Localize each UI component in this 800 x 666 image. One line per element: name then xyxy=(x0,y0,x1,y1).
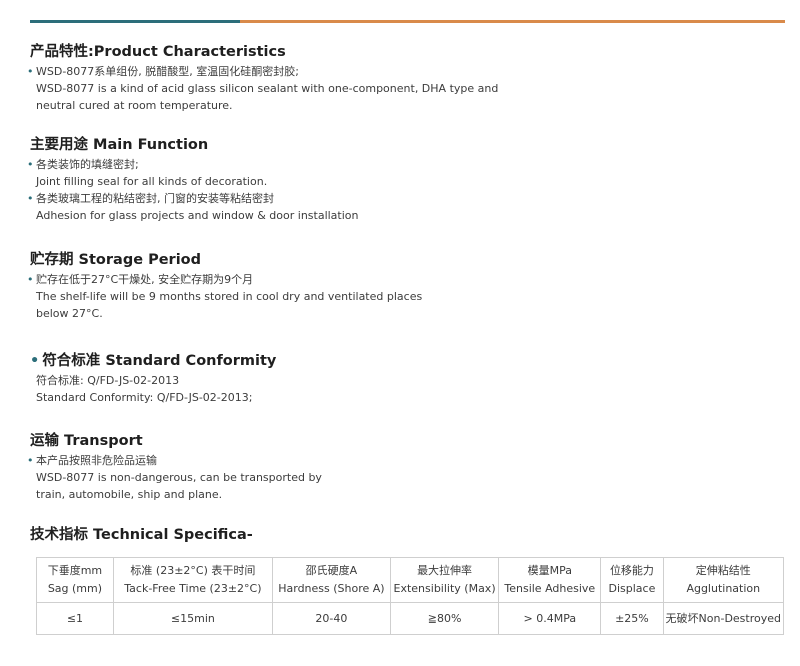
main-function-text-1: 各类装饰的填缝密封; xyxy=(36,158,139,171)
header-tensile: 模量MPa Tensile Adhesive xyxy=(498,557,602,603)
main-function-line-4: Adhesion for glass projects and window &… xyxy=(36,209,359,222)
characteristics-line-3: neutral cured at room temperature. xyxy=(36,99,233,112)
header-sag-cn: 下垂度mm xyxy=(47,564,103,577)
value-sag: ≤1 xyxy=(36,602,114,635)
main-function-text-3: 各类玻璃工程的粘结密封, 门窗的安装等粘结密封 xyxy=(36,192,274,205)
bullet-icon: • xyxy=(27,454,34,467)
header-hardness: 邵氏硬度A Hardness (Shore A) xyxy=(271,557,391,603)
characteristics-line-2: WSD-8077 is a kind of acid glass silicon… xyxy=(36,82,499,95)
storage-line-2: The shelf-life will be 9 months stored i… xyxy=(36,290,423,303)
heading-conformity: • 符合标准 Standard Conformity xyxy=(30,352,550,370)
header-hardness-cn: 邵氏硬度A xyxy=(305,564,358,577)
header-agglutination-cn: 定伸粘结性 xyxy=(695,564,751,577)
storage-text-1: 贮存在低于27°C干燥处, 安全贮存期为9个月 xyxy=(36,273,254,286)
storage-line-3: below 27°C. xyxy=(36,307,103,320)
table-header-row: 下垂度mm Sag (mm) 标准 (23±2°C) 表干时间 Tack-Free … xyxy=(36,557,785,603)
section-main-function: 主要用途 Main Function • 各类装饰的填缝密封; Joint fil… xyxy=(27,136,550,224)
header-sag: 下垂度mm Sag (mm) xyxy=(36,557,114,603)
main-function-line-3: • 各类玻璃工程的粘结密封, 门窗的安装等粘结密封 xyxy=(27,190,550,207)
header-tensile-en: Tensile Adhesive xyxy=(504,582,596,595)
characteristics-line-1: • WSD-8077系单组份, 脱醋酸型, 室温固化硅酮密封胶; xyxy=(27,63,550,80)
section-storage: 贮存期 Storage Period • 贮存在低于27°C干燥处, 安全贮存期为… xyxy=(27,251,550,322)
top-divider xyxy=(30,20,785,23)
heading-technical: 技术指标 Technical Specifica- xyxy=(30,527,253,543)
header-tack-free-cn: 标准 (23±2°C) 表干时间 xyxy=(130,564,256,577)
header-sag-en: Sag (mm) xyxy=(47,582,103,595)
transport-line-1: • 本产品按照非危险品运输 xyxy=(27,452,550,469)
header-tensile-cn: 模量MPa xyxy=(527,564,572,577)
header-agglutination: 定伸粘结性 Agglutination xyxy=(662,557,785,603)
header-agglutination-en: Agglutination xyxy=(686,582,761,595)
value-displace: ±25% xyxy=(600,602,664,635)
main-function-line-2: Joint filling seal for all kinds of deco… xyxy=(36,175,268,188)
heading-storage: 贮存期 Storage Period xyxy=(30,252,202,268)
heading-transport: 运输 Transport xyxy=(30,433,143,449)
transport-text-1: 本产品按照非危险品运输 xyxy=(36,454,157,467)
conformity-line-1: 符合标准: Q/FD-JS-02-2013 xyxy=(36,374,180,387)
main-function-line-1: • 各类装饰的填缝密封; xyxy=(27,156,550,173)
value-agglutination: 无破坏Non-Destroyed xyxy=(662,602,785,635)
conformity-line-2: Standard Conformity: Q/FD-JS-02-2013; xyxy=(36,391,253,404)
bullet-icon: • xyxy=(27,65,34,78)
header-extensibility-en: Extensibility (Max) xyxy=(393,582,496,595)
header-tack-free-en: Tack-Free Time (23±2°C) xyxy=(124,582,262,595)
bullet-icon: • xyxy=(27,158,34,171)
storage-line-1: • 贮存在低于27°C干燥处, 安全贮存期为9个月 xyxy=(27,271,550,288)
bullet-icon: • xyxy=(27,192,34,205)
spec-table: 下垂度mm Sag (mm) 标准 (23±2°C) 表干时间 Tack-Free … xyxy=(36,557,785,635)
section-conformity: • 符合标准 Standard Conformity 符合标准: Q/FD-JS-… xyxy=(30,352,550,406)
header-extensibility-cn: 最大拉伸率 xyxy=(417,564,473,577)
header-displace-en: Displace xyxy=(608,582,656,595)
header-tack-free: 标准 (23±2°C) 表干时间 Tack-Free Time (23±2°C) xyxy=(112,557,273,603)
heading-main-function: 主要用途 Main Function xyxy=(30,137,209,153)
characteristics-text-1: WSD-8077系单组份, 脱醋酸型, 室温固化硅酮密封胶; xyxy=(36,65,299,78)
section-characteristics: 产品特性:Product Characteristics • WSD-8077系单… xyxy=(27,43,550,114)
heading-conformity-text: 符合标准 Standard Conformity xyxy=(42,353,277,369)
top-divider-orange xyxy=(240,20,785,23)
bullet-icon: • xyxy=(30,353,40,369)
value-hardness: 20-40 xyxy=(271,602,391,635)
top-divider-teal xyxy=(30,20,240,23)
bullet-icon: • xyxy=(27,273,34,286)
header-displace-cn: 位移能力 xyxy=(609,564,654,577)
section-technical: 技术指标 Technical Specifica- xyxy=(30,526,550,546)
transport-line-3: train, automobile, ship and plane. xyxy=(36,488,223,501)
header-extensibility: 最大拉伸率 Extensibility (Max) xyxy=(389,557,500,603)
table-row: ≤1 ≤15min 20-40 ≧80% > 0.4MPa ±25% 无破坏No… xyxy=(36,602,785,635)
value-tensile: > 0.4MPa xyxy=(498,602,602,635)
header-hardness-en: Hardness (Shore A) xyxy=(278,582,385,595)
value-extensibility: ≧80% xyxy=(389,602,500,635)
transport-line-2: WSD-8077 is non-dangerous, can be transp… xyxy=(36,471,322,484)
value-tack-free: ≤15min xyxy=(112,602,273,635)
header-displace: 位移能力 Displace xyxy=(600,557,664,603)
heading-characteristics: 产品特性:Product Characteristics xyxy=(30,44,286,60)
section-transport: 运输 Transport • 本产品按照非危险品运输 WSD-8077 is no… xyxy=(27,432,550,503)
